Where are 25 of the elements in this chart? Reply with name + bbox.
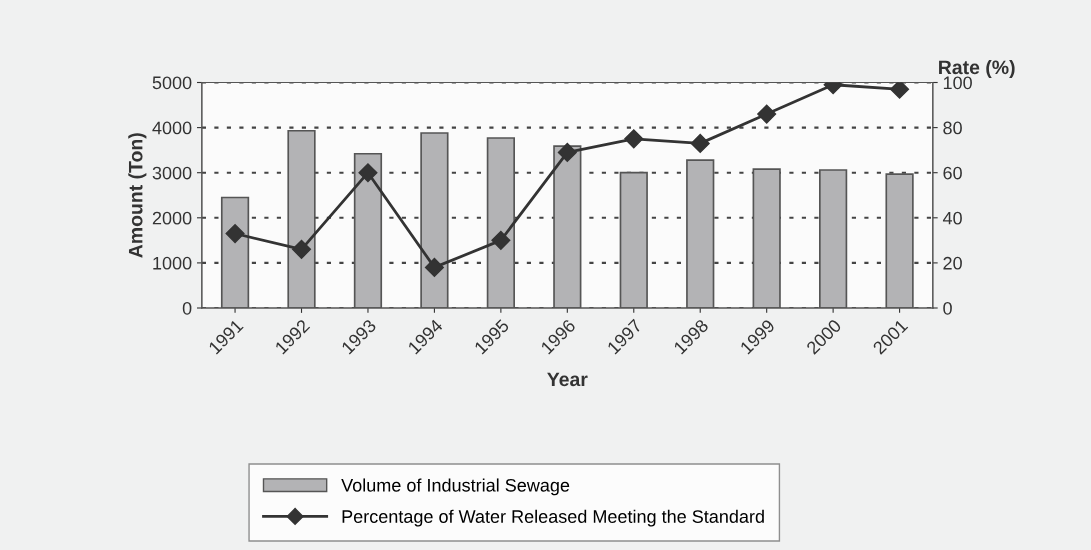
y2-tick-label: 40	[942, 211, 962, 225]
point	[225, 224, 245, 244]
y-tick-label: 0	[182, 301, 192, 315]
point	[624, 129, 644, 149]
y-tick-label: 1000	[153, 256, 192, 270]
point	[491, 230, 511, 250]
y-tick-label: 2000	[152, 211, 192, 225]
point	[690, 133, 710, 153]
point	[890, 82, 910, 99]
y-axis-title: Amount (Ton)	[128, 133, 147, 258]
point	[757, 104, 777, 124]
x-axis-title: Year	[547, 372, 588, 387]
y-tick-label: 4000	[152, 121, 192, 135]
y2-tick-label: 20	[943, 256, 962, 270]
legend-label: Percentage of Water Released Meeting the Standard	[342, 509, 764, 527]
y2-tick-label: 80	[943, 121, 962, 135]
point	[557, 142, 577, 162]
point	[424, 257, 444, 277]
point	[358, 163, 378, 183]
y-tick-label: 3000	[152, 166, 192, 180]
legend-label: Volume of Industrial Sewage	[341, 478, 570, 496]
y2-tick-label: 60	[943, 166, 962, 180]
y2-tick-label: 0	[943, 301, 952, 315]
point	[291, 239, 312, 259]
y-tick-label: 5000	[152, 76, 192, 90]
